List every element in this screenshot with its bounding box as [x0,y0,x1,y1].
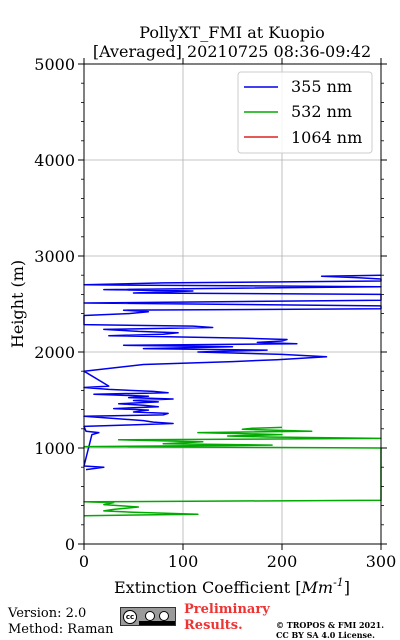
preliminary-line-1: Preliminary [184,602,270,617]
x-tick-label: 300 [366,552,397,571]
series-line-532-nm [83,426,382,517]
x-tick-label: 0 [79,552,89,571]
x-tick-label: 200 [267,552,298,571]
y-axis-label: Height (m) [8,260,27,348]
legend-label-355: 355 nm [291,77,352,96]
cc-by-icon [145,611,155,621]
preliminary-notice: Preliminary Results. [184,602,270,634]
legend-frame [237,71,373,154]
x-axis-label-exp: -1 [333,576,344,589]
plot-frame [83,63,382,545]
legend-label-1064: 1064 nm [291,128,362,147]
y-tick-label: 3000 [34,247,75,266]
chart-title: PollyXT_FMI at Kuopio [139,23,325,42]
legend-label-532: 532 nm [291,102,352,121]
copyright-line-1: © TROPOS & FMI 2021. [276,620,385,630]
legend: 355 nm 532 nm 1064 nm [237,71,373,154]
x-axis-label-close: ] [344,578,350,597]
y-tick-label: 5000 [34,55,75,74]
copyright-line-2: CC BY SA 4.0 License. [276,630,375,640]
x-tick-label: 100 [168,552,199,571]
cc-logo-icon: cc [123,610,137,624]
cc-strip [139,621,175,625]
version-text: Version: 2.0 [8,606,87,621]
y-tick-label: 4000 [34,151,75,170]
x-axis-label: Extinction Coefficient [Mm-1] [114,576,350,597]
preliminary-line-2: Results. [184,618,243,633]
series-group [83,274,382,517]
y-tick-label: 2000 [34,343,75,362]
y-tick-label: 0 [65,535,75,554]
cc-sa-icon [159,611,169,621]
method-text: Method: Raman [8,622,114,637]
x-axis-label-unit: Mm [301,578,334,597]
series-line-355-nm [83,274,382,471]
y-tick-label: 1000 [34,439,75,458]
cc-license-badge: cc [120,607,176,626]
x-axis-label-base: Extinction Coefficient [ [114,578,302,597]
copyright-notice: © TROPOS & FMI 2021. CC BY SA 4.0 Licens… [276,620,384,640]
chart-subtitle: [Averaged] 20210725 08:36-09:42 [93,42,371,61]
